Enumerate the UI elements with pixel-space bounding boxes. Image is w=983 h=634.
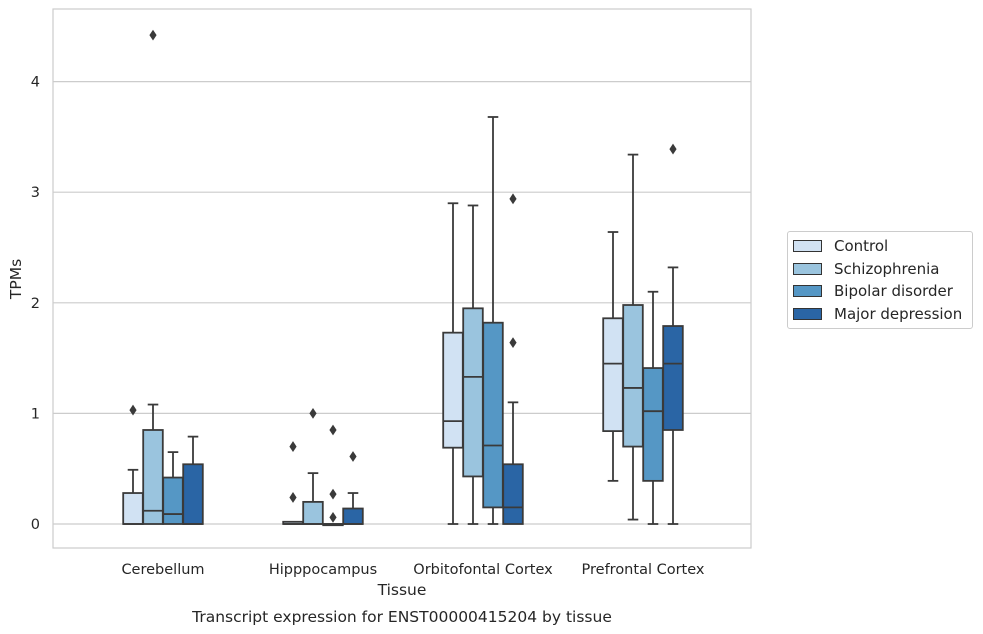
legend-label-bipolar-disorder: Bipolar disorder — [834, 282, 953, 301]
box-bipolar-disorder-hipppocampus — [322, 424, 344, 527]
box-control-hipppocampus — [282, 441, 304, 525]
box-major-depression-hipppocampus-outlier-0 — [349, 451, 357, 462]
box-major-depression-orbitofontal-cortex-outlier-0 — [509, 337, 517, 349]
x-tick-label-hipppocampus: Hipppocampus — [269, 562, 377, 578]
box-schizophrenia-prefrontal-cortex — [622, 153, 644, 521]
legend-label-major-depression: Major depression — [834, 305, 963, 324]
box-major-depression-prefrontal-cortex-outlier-0 — [669, 143, 677, 155]
box-schizophrenia-prefrontal-cortex-body — [622, 304, 644, 448]
box-control-cerebellum-body — [122, 492, 144, 525]
y-tick-label-2: 2 — [31, 296, 40, 312]
y-axis-title: TPMs — [7, 259, 25, 300]
box-bipolar-disorder-hipppocampus-outlier-0 — [329, 511, 337, 523]
x-axis-title: Tissue — [377, 581, 427, 599]
y-tick-label-3: 3 — [31, 185, 40, 201]
box-bipolar-disorder-cerebellum-body — [162, 476, 184, 525]
y-tick-label-4: 4 — [31, 75, 40, 91]
box-bipolar-disorder-prefrontal-cortex — [642, 290, 664, 525]
legend-item-bipolar-disorder: Bipolar disorder — [788, 280, 972, 303]
box-major-depression-prefrontal-cortex — [662, 143, 684, 525]
box-major-depression-orbitofontal-cortex-body — [502, 463, 524, 525]
box-major-depression-hipppocampus — [342, 451, 364, 525]
box-bipolar-disorder-cerebellum — [162, 451, 184, 525]
box-schizophrenia-hipppocampus-body — [302, 500, 324, 525]
box-schizophrenia-orbitofontal-cortex — [462, 204, 484, 525]
y-tick-label-0: 0 — [31, 517, 40, 533]
box-bipolar-disorder-orbitofontal-cortex — [482, 116, 504, 525]
x-tick-label-cerebellum: Cerebellum — [121, 562, 204, 578]
box-schizophrenia-hipppocampus-outlier-0 — [309, 408, 317, 419]
chart-title: Transcript expression for ENST0000041520… — [191, 608, 612, 626]
legend-swatch-schizophrenia — [793, 262, 822, 275]
box-major-depression-orbitofontal-cortex-outlier-1 — [509, 193, 517, 205]
box-schizophrenia-cerebellum-outlier-0 — [149, 29, 157, 41]
legend-item-major-depression: Major depression — [788, 303, 972, 326]
plot-frame — [52, 8, 752, 549]
legend: Control Schizophrenia Bipolar disorder M… — [787, 231, 973, 330]
legend-swatch-bipolar-disorder — [793, 285, 822, 298]
legend-label-schizophrenia: Schizophrenia — [834, 259, 940, 278]
box-major-depression-prefrontal-cortex-body — [662, 325, 684, 431]
y-tick-label-1: 1 — [31, 406, 40, 422]
legend-swatch-control — [793, 240, 822, 253]
box-schizophrenia-hipppocampus — [302, 408, 324, 525]
box-control-prefrontal-cortex — [602, 231, 624, 482]
x-tick-label-orbitofontal-cortex: Orbitofontal Cortex — [413, 562, 553, 578]
box-major-depression-cerebellum-body — [182, 463, 204, 525]
box-bipolar-disorder-prefrontal-cortex-body — [642, 367, 664, 482]
box-control-hipppocampus-outlier-0 — [289, 492, 297, 503]
boxes — [122, 29, 684, 527]
x-tick-label-prefrontal-cortex: Prefrontal Cortex — [582, 562, 705, 578]
box-major-depression-hipppocampus-body — [342, 507, 364, 525]
box-major-depression-orbitofontal-cortex — [502, 193, 524, 525]
box-control-orbitofontal-cortex-body — [442, 331, 464, 449]
box-control-orbitofontal-cortex — [442, 202, 464, 525]
box-bipolar-disorder-orbitofontal-cortex-body — [482, 321, 504, 509]
y-tick-labels: 0 1 2 3 4 — [31, 75, 40, 533]
box-bipolar-disorder-hipppocampus-outlier-2 — [329, 424, 337, 436]
legend-swatch-major-depression — [793, 308, 822, 321]
legend-item-control: Control — [788, 235, 972, 258]
box-control-hipppocampus-outlier-1 — [289, 441, 297, 452]
box-control-cerebellum-outlier-0 — [129, 404, 137, 416]
x-tick-labels: Cerebellum Hipppocampus Orbitofontal Corte… — [121, 562, 704, 578]
box-control-cerebellum — [122, 404, 144, 525]
legend-item-schizophrenia: Schizophrenia — [788, 258, 972, 281]
box-schizophrenia-cerebellum — [142, 29, 164, 525]
legend-label-control: Control — [834, 237, 889, 256]
box-schizophrenia-orbitofontal-cortex-body — [462, 307, 484, 478]
box-bipolar-disorder-hipppocampus-outlier-1 — [329, 488, 337, 500]
box-control-prefrontal-cortex-body — [602, 317, 624, 432]
box-major-depression-cerebellum — [182, 435, 204, 525]
